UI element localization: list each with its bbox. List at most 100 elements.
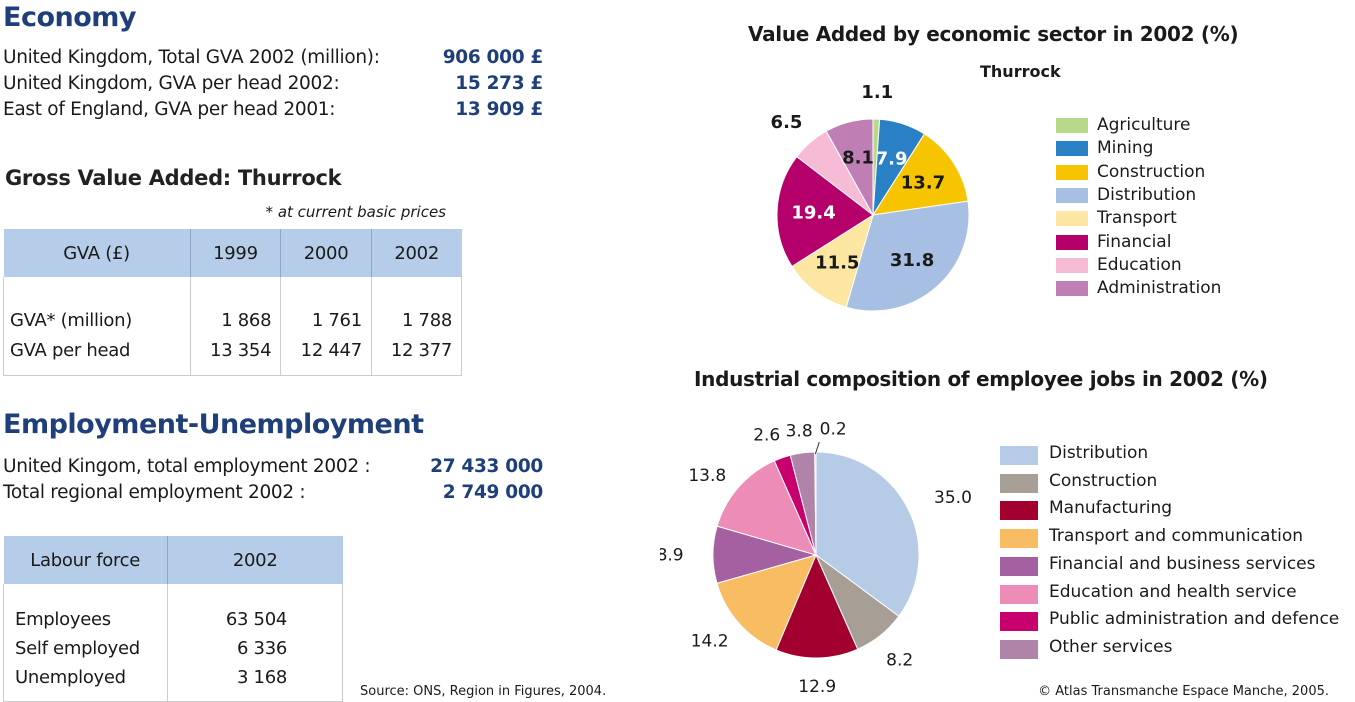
pie-label-distribution: 31.8 [890, 250, 934, 271]
legend-swatch [1000, 446, 1038, 465]
pie-slice-distribution [845, 200, 970, 312]
pie-label-mining: 7.9 [876, 148, 908, 169]
table-cell: 63 504 [167, 584, 344, 632]
legend-item-distribution: Distribution [1056, 185, 1296, 209]
chart2-legend: Distribution Construction Manufacturing Tra… [1000, 443, 1340, 664]
legend-item-distribution: Distribution [1000, 443, 1340, 472]
legend-item-transport: Transport [1056, 208, 1296, 232]
table-row: Employees 63 504 [3, 584, 344, 632]
legend-label: Agriculture [1097, 115, 1191, 135]
economy-title: Economy [3, 2, 137, 33]
legend-item-manufacturing: Manufacturing [1000, 498, 1340, 527]
chart1-legend: Agriculture Mining Construction Distributio… [1056, 115, 1296, 306]
pie-label-transport: 11.5 [815, 253, 859, 274]
chart1-pie: 1.1 7.9 13.7 31.8 11.5 19.4 6.5 8.1 [771, 82, 970, 312]
pie-label-construction: 8.2 [886, 651, 913, 671]
legend-label: Transport [1097, 208, 1177, 229]
legend-swatch [1056, 211, 1088, 227]
legend-item-administration: Administration [1056, 278, 1296, 302]
legend-swatch [1000, 473, 1038, 493]
legend-label: Financial [1097, 231, 1172, 252]
economy-row-label: East of England, GVA per head 2001: [3, 99, 336, 120]
chart2-title: Industrial composition of employee jobs … [694, 367, 1268, 391]
table-cell: 13 354 [190, 337, 282, 376]
table-cell: 1 788 [371, 277, 463, 337]
legend-swatch [1056, 234, 1088, 250]
legend-label: Distribution [1049, 443, 1149, 463]
pie-label-transport-and-communication: 14.2 [691, 631, 729, 651]
legend-swatch [1056, 187, 1088, 203]
labour-table: Labour force 2002 Employees 63 504 Self … [3, 536, 344, 702]
table-cell: GVA* (million) [3, 277, 191, 337]
legend-swatch [1056, 164, 1088, 180]
pie-leader-line [814, 441, 820, 455]
table-cell: GVA per head [3, 337, 191, 376]
legend-swatch [1056, 257, 1088, 273]
pie-slice-education-and-health-service [716, 460, 817, 556]
legend-item-construction: Construction [1000, 471, 1340, 500]
pie-label-construction: 13.7 [901, 173, 945, 194]
table-row: Unemployed 3 168 [3, 665, 344, 702]
table-header-row: GVA (£) 1999 2000 2002 [3, 229, 462, 277]
legend-item-agriculture: Agriculture [1056, 115, 1296, 139]
table-cell: 3 168 [167, 665, 344, 702]
legend-swatch [1000, 639, 1038, 659]
pie-label-manufacturing: 12.9 [798, 677, 836, 697]
pie-slice-distribution [815, 451, 920, 617]
table-cell: Unemployed [3, 665, 168, 702]
legend-swatch [1056, 281, 1088, 297]
pie-label-other-services: 3.8 [786, 421, 813, 441]
pie-label-education: 6.5 [771, 112, 803, 133]
legend-swatch [1056, 118, 1088, 133]
legend-label: Transport and communication [1049, 526, 1304, 547]
pie-label-public-administration-and-defence: 2.6 [753, 425, 780, 445]
employment-row-label: United Kingom, total employment 2002 : [3, 456, 371, 477]
pie-slice-manufacturing [775, 553, 859, 659]
pie-label-financial-and-business-services: 8.9 [660, 546, 684, 566]
employment-row-value: 2 749 000 [442, 482, 544, 503]
legend-item-public-administration-and-defence: Public administration and defence [1000, 609, 1340, 638]
legend-item-financial: Financial [1056, 231, 1296, 256]
legend-label: Education [1097, 254, 1182, 275]
legend-item-education: Education [1056, 254, 1296, 279]
legend-swatch [1000, 612, 1038, 632]
legend-label: Financial and business services [1049, 553, 1316, 574]
legend-swatch [1000, 501, 1038, 521]
legend-label: Other services [1049, 636, 1173, 657]
legend-item-construction: Construction [1056, 161, 1296, 186]
chart1-title: Value Added by economic sector in 2002 (… [748, 22, 1239, 46]
legend-label: Manufacturing [1049, 498, 1173, 519]
economy-row-label: United Kingdom, GVA per head 2002: [3, 73, 340, 94]
gva-title: Gross Value Added: Thurrock [5, 166, 342, 190]
pie-slice-transport-and-communication [716, 554, 817, 651]
table-row: Self employed 6 336 [3, 632, 344, 665]
chart2-pie: 35.0 8.2 12.9 14.2 8.9 13.8 2.6 3.8 0.2 [660, 419, 972, 697]
pie-label-distribution: 35.0 [934, 488, 972, 508]
legend-label: Mining [1097, 138, 1154, 159]
copyright-note: © Atlas Transmanche Espace Manche, 2005. [1038, 684, 1329, 699]
economy-row-value: 13 909 £ [455, 99, 543, 120]
legend-label: Education and health service [1049, 581, 1297, 602]
legend-swatch [1000, 529, 1038, 549]
table-cell: 12 377 [371, 337, 463, 376]
legend-item-education-and-health-service: Education and health service [1000, 581, 1340, 611]
employment-row-label: Total regional employment 2002 : [3, 482, 306, 503]
table-header-cell: 2000 [280, 229, 372, 277]
pie-label-education-and-health-service: 13.8 [688, 466, 726, 486]
legend-label: Construction [1097, 161, 1206, 182]
economy-row-value: 15 273 £ [455, 73, 543, 94]
pie-label-administration: 8.1 [842, 147, 874, 168]
pie-label-financial: 19.4 [791, 202, 835, 223]
pie-slice-construction [871, 133, 969, 216]
employment-row-value: 27 433 000 [430, 456, 543, 477]
table-row: GVA per head 13 354 12 447 12 377 [3, 337, 463, 376]
table-cell: 1 761 [280, 277, 372, 337]
legend-item-financial-and-business-services: Financial and business services [1000, 553, 1340, 583]
legend-swatch [1056, 141, 1088, 157]
economy-row-label: United Kingdom, Total GVA 2002 (million)… [3, 47, 380, 68]
legend-swatch [1000, 584, 1038, 604]
legend-label: Public administration and defence [1049, 609, 1340, 630]
source-note: Source: ONS, Region in Figures, 2004. [360, 684, 607, 699]
table-cell: 12 447 [280, 337, 372, 376]
gva-table: GVA (£) 1999 2000 2002 GVA* (million) 1 … [3, 229, 463, 376]
